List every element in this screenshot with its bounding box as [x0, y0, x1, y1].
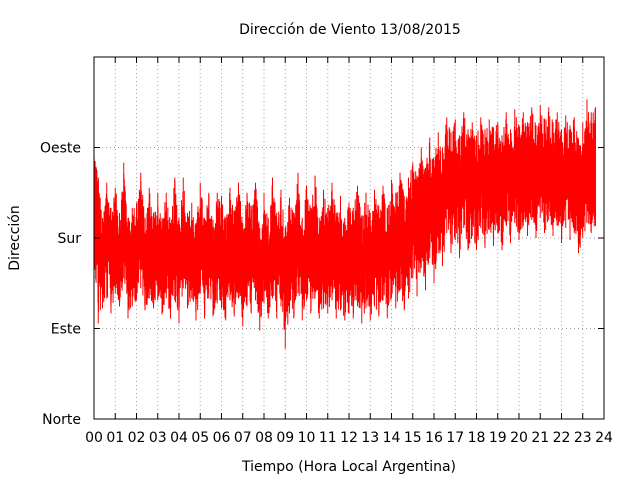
y-tick-label: Norte [42, 412, 81, 428]
y-tick-label: Sur [57, 231, 81, 247]
x-tick-label: 05 [191, 430, 209, 446]
x-tick-label: 15 [404, 430, 422, 446]
x-tick-label: 04 [170, 430, 188, 446]
x-tick-label: 23 [574, 430, 592, 446]
y-axis-label: Dirección [7, 205, 23, 270]
x-tick-label: 22 [553, 430, 571, 446]
x-tick-label: 07 [234, 430, 252, 446]
x-tick-label: 16 [425, 430, 443, 446]
x-tick-label: 01 [106, 430, 124, 446]
x-tick-label: 08 [255, 430, 273, 446]
x-tick-label: 18 [468, 430, 486, 446]
x-tick-label: 17 [446, 430, 464, 446]
chart-title: Dirección de Viento 13/08/2015 [239, 22, 461, 38]
x-tick-label: 11 [319, 430, 337, 446]
x-tick-label: 02 [128, 430, 146, 446]
x-tick-label: 06 [213, 430, 231, 446]
x-axis-label: Tiempo (Hora Local Argentina) [241, 459, 456, 475]
x-tick-label: 20 [510, 430, 528, 446]
x-tick-label: 14 [383, 430, 401, 446]
x-tick-label: 19 [489, 430, 507, 446]
x-tick-label: 13 [361, 430, 379, 446]
ticks: 00 01 02 03 04 05 06 07 08 09 10 11 12 13 14 15 16 17 18 19… [40, 57, 613, 446]
x-tick-label: 03 [149, 430, 167, 446]
x-tick-label: 12 [340, 430, 358, 446]
y-tick-label: Este [51, 322, 81, 338]
x-tick-label: 24 [595, 430, 613, 446]
x-tick-label: 09 [276, 430, 294, 446]
y-tick-label: Oeste [40, 141, 81, 157]
series-wind-direction [93, 99, 596, 349]
x-tick-label: 00 [85, 430, 103, 446]
x-tick-label: 21 [531, 430, 549, 446]
x-tick-label: 10 [298, 430, 316, 446]
